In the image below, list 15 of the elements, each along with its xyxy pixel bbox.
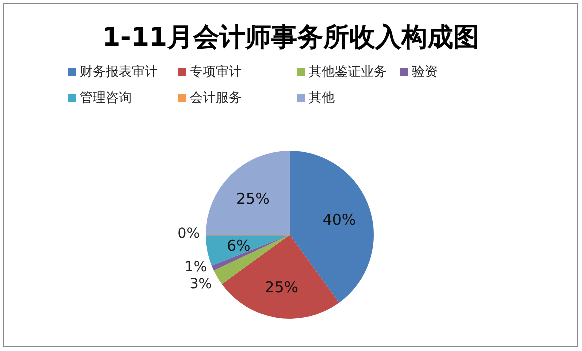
data-label: 3% <box>190 276 212 292</box>
text: 0% <box>178 226 200 242</box>
data-label: 6% <box>226 236 251 255</box>
legend-label: 专项审计 <box>190 64 242 80</box>
legend-label: 管理咨询 <box>80 91 132 106</box>
legend-label: 会计服务 <box>190 91 242 106</box>
legend-label: 其他鉴证业务 <box>309 65 387 80</box>
legend-label: 其他 <box>309 91 335 106</box>
data-label: 40% <box>322 210 356 229</box>
chart-title: 1-11月会计师事务所收入构成图 <box>102 23 480 53</box>
data-label: 25% <box>265 278 299 296</box>
data-label: 25% <box>236 190 270 208</box>
legend-label: 财务报表审计 <box>80 64 158 80</box>
legend-label: 验资 <box>412 65 438 80</box>
data-label: 1% <box>184 259 208 276</box>
